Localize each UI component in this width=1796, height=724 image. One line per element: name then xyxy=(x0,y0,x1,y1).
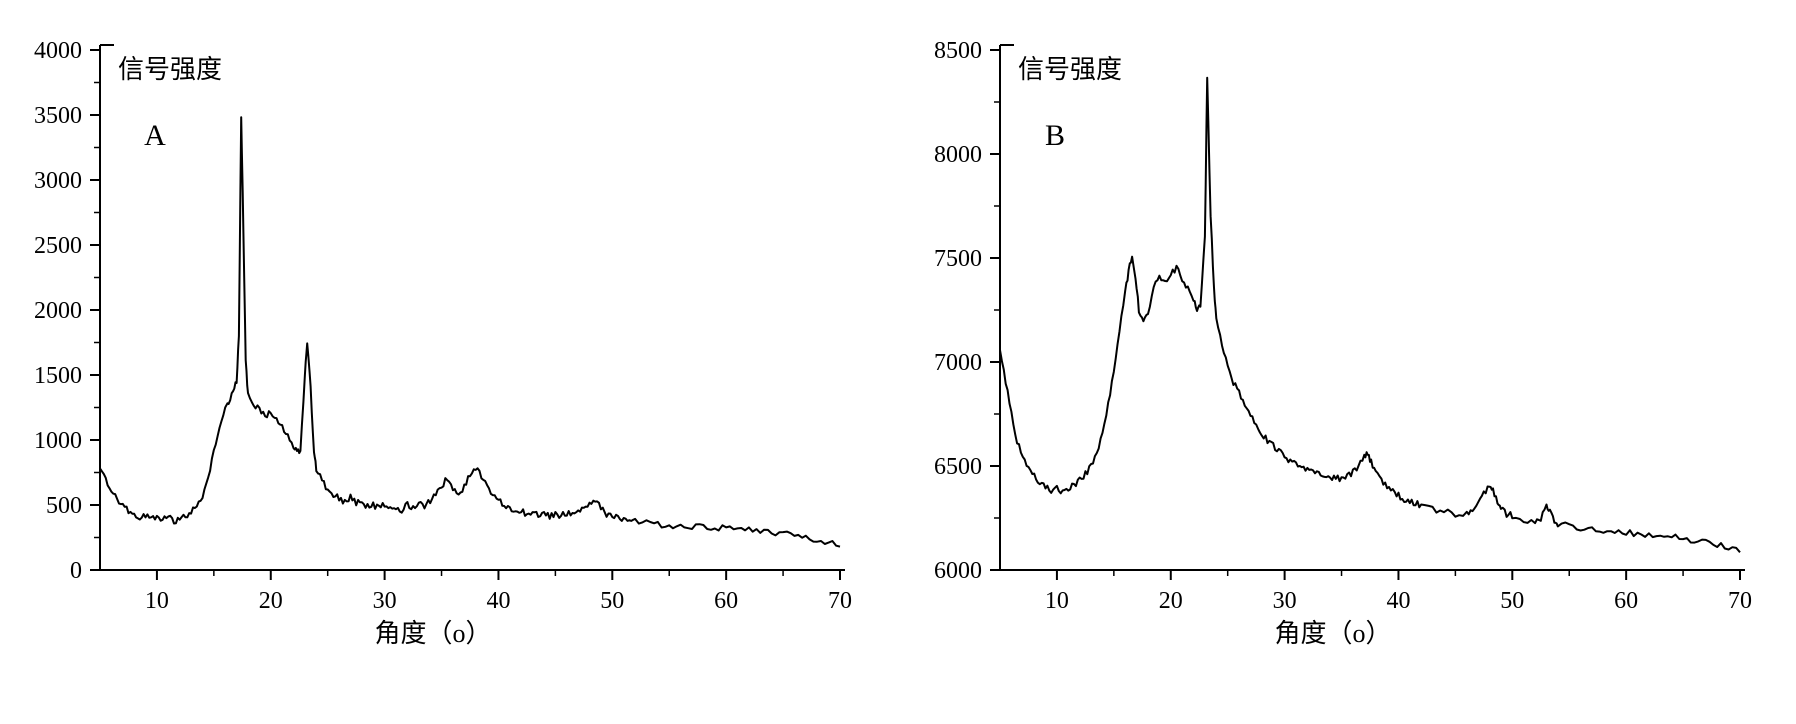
y-tick-label: 0 xyxy=(70,558,82,584)
y-tick-label: 6500 xyxy=(934,454,982,480)
panel-label: B xyxy=(1045,119,1065,152)
x-tick-label: 40 xyxy=(1386,588,1410,614)
x-tick-label: 30 xyxy=(373,588,397,614)
y-tick-label: 2000 xyxy=(34,298,82,324)
y-tick-label: 8500 xyxy=(934,38,982,64)
x-tick-label: 70 xyxy=(1728,588,1752,614)
figure-container: 0 500 1000 1500 2000 2500 3000 3500 4000 10 20 30 40… xyxy=(0,0,1796,724)
x-tick-label: 50 xyxy=(1500,588,1524,614)
y-tick-label: 6000 xyxy=(934,558,982,584)
x-tick-label: 10 xyxy=(145,588,169,614)
y-tick-label: 1500 xyxy=(34,363,82,389)
y-tick-label: 2500 xyxy=(34,233,82,259)
y-tick-label: 3000 xyxy=(34,168,82,194)
xrd-trace xyxy=(100,117,840,546)
y-tick-label: 1000 xyxy=(34,428,82,454)
x-tick-label: 40 xyxy=(486,588,510,614)
x-tick-label: 20 xyxy=(1159,588,1183,614)
x-axis-title: 角度（o） xyxy=(1274,619,1391,648)
xrd-trace xyxy=(1000,78,1740,553)
y-tick-label: 500 xyxy=(46,493,82,519)
figure-svg: 0 500 1000 1500 2000 2500 3000 3500 4000 10 20 30 40… xyxy=(0,0,1796,724)
panel-label: A xyxy=(144,119,166,152)
y-tick-label: 7000 xyxy=(934,350,982,376)
x-tick-label: 10 xyxy=(1045,588,1069,614)
y-tick-label: 7500 xyxy=(934,246,982,272)
y-tick-label: 3500 xyxy=(34,103,82,129)
x-tick-label: 60 xyxy=(714,588,738,614)
x-tick-label: 30 xyxy=(1273,588,1297,614)
x-tick-label: 20 xyxy=(259,588,283,614)
x-tick-label: 60 xyxy=(1614,588,1638,614)
y-axis-title: 信号强度 xyxy=(1018,55,1122,84)
x-tick-label: 50 xyxy=(600,588,624,614)
y-tick-label: 4000 xyxy=(34,38,82,64)
x-axis-title: 角度（o） xyxy=(374,619,491,648)
y-axis-title: 信号强度 xyxy=(118,55,222,84)
x-tick-label: 70 xyxy=(828,588,852,614)
y-tick-label: 8000 xyxy=(934,142,982,168)
